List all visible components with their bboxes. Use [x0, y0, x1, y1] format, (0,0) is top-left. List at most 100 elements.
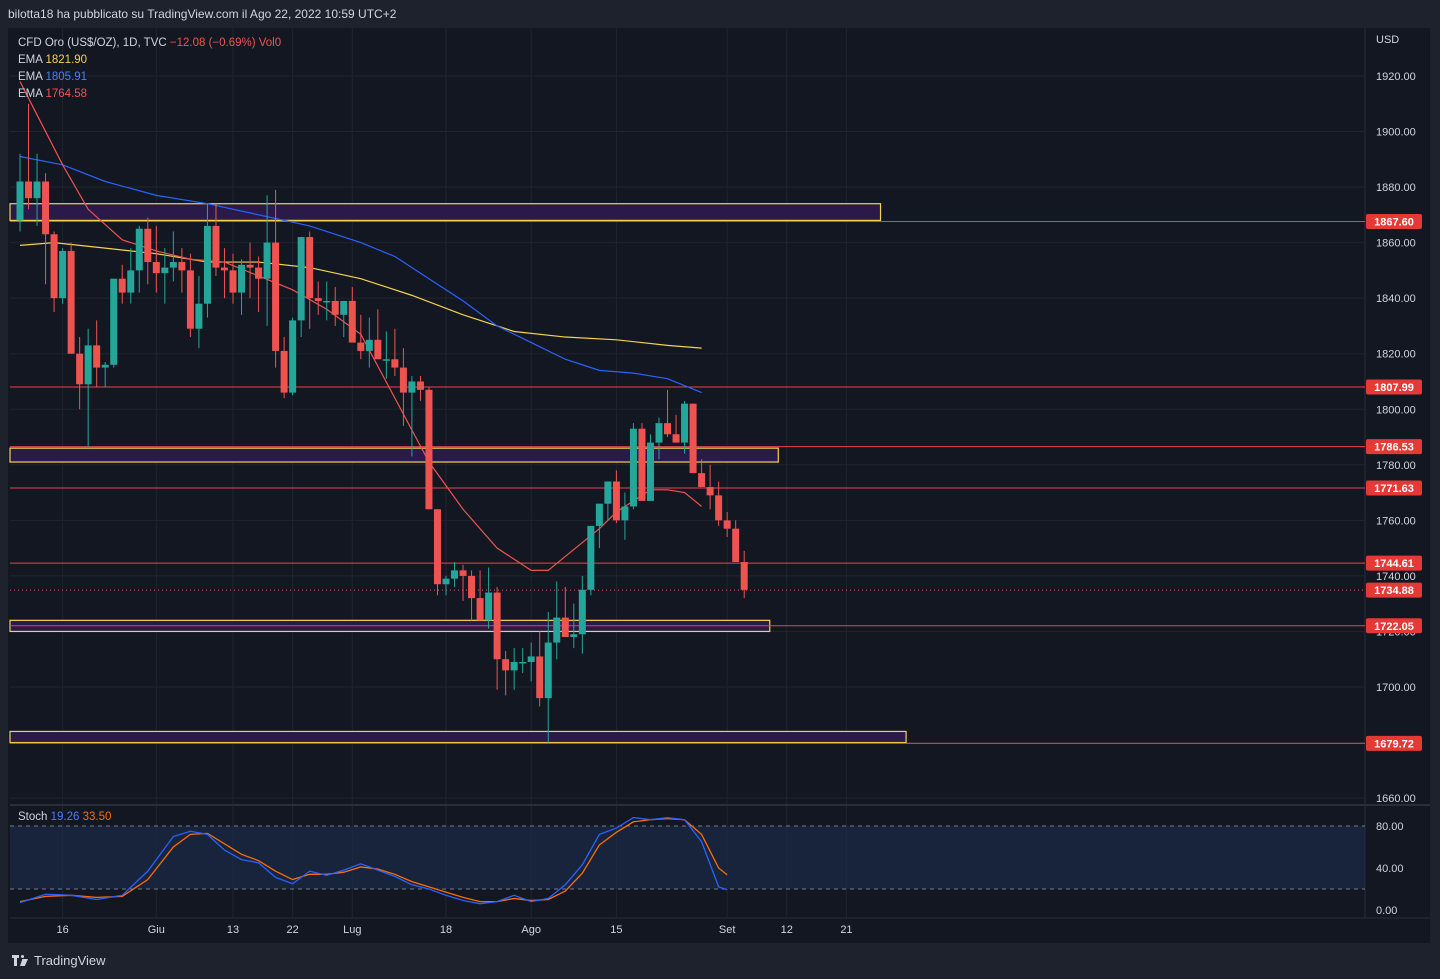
candle-body: [152, 262, 160, 274]
candle-body: [681, 403, 689, 443]
price-tick-label: 1780.00: [1376, 460, 1416, 472]
last-price-badge-label: 1734.88: [1374, 585, 1414, 597]
candle-body: [42, 181, 50, 235]
publish-text: bilotta18 ha pubblicato su TradingView.c…: [8, 7, 397, 21]
stoch-k-line: [19, 816, 728, 905]
price-level-badge-label: 1807.99: [1374, 382, 1414, 394]
ema-yellow-line: [19, 241, 702, 349]
stoch-tick-label: 80.00: [1376, 821, 1404, 833]
candle-body: [715, 495, 723, 521]
price-level-badge-label: 1744.61: [1374, 558, 1414, 570]
candle-body: [118, 278, 126, 293]
candle-body: [84, 345, 92, 385]
candle-body: [144, 228, 152, 263]
candle-body: [399, 367, 407, 393]
change-label: −12.08 (−0.69%): [169, 37, 256, 49]
publish-header: bilotta18 ha pubblicato su TradingView.c…: [0, 0, 1440, 28]
candle-body: [604, 481, 612, 504]
ema-blue-line: [19, 155, 702, 394]
candle-body: [485, 592, 493, 621]
price-level-badge: [1366, 480, 1422, 496]
chart-legend: CFD Oro (US$/OZ), 1D, TVC −12.08 (−0.69%…: [18, 35, 281, 103]
price-level-badge: [1366, 213, 1422, 229]
date-tick-label: Ago: [521, 924, 541, 936]
ema-value: 1805.91: [45, 71, 88, 83]
candle-body: [587, 525, 595, 590]
footer-bar: [0, 943, 1440, 979]
candle-body: [16, 181, 24, 221]
price-tick-label: 1820.00: [1376, 349, 1416, 361]
symbol-label: CFD Oro (US$/OZ), 1D, TVC: [18, 37, 167, 49]
candle-body: [263, 242, 271, 279]
candle-body: [416, 381, 424, 390]
candle-body: [238, 264, 246, 293]
candle-body: [220, 267, 228, 271]
date-tick-label: 21: [840, 924, 852, 936]
date-tick-label: Giu: [148, 924, 165, 936]
candle-body: [459, 570, 467, 576]
support-resistance-zone: [9, 447, 779, 463]
date-tick-label: 12: [781, 924, 793, 936]
candle-body: [689, 403, 697, 474]
price-tick-label: 1840.00: [1376, 293, 1416, 305]
candle-body: [408, 381, 416, 393]
candle-body: [195, 303, 203, 329]
candle-body: [740, 562, 748, 590]
date-tick-label: 18: [440, 924, 452, 936]
ema-value: 1821.90: [45, 54, 88, 66]
ema-label: EMA: [18, 71, 43, 83]
candle-body: [340, 300, 348, 315]
price-level-badge: [1366, 555, 1422, 571]
candle-body: [425, 389, 433, 510]
price-tick-label: 1660.00: [1376, 793, 1416, 805]
candle-body: [255, 267, 263, 279]
stoch-tick-label: 40.00: [1376, 863, 1404, 875]
price-tick-label: 1920.00: [1376, 71, 1416, 83]
candle-body: [442, 578, 450, 585]
price-tick-label: 1740.00: [1376, 571, 1416, 583]
candle-body: [561, 617, 569, 638]
candle-body: [570, 634, 578, 638]
candle-body: [706, 487, 714, 496]
candle-body: [246, 264, 254, 268]
candle-body: [578, 589, 586, 635]
date-tick-label: Set: [719, 924, 736, 936]
support-resistance-zone: [9, 730, 907, 744]
candle-body: [76, 353, 84, 385]
price-level-badge-label: 1786.53: [1374, 442, 1414, 454]
tradingview-logo[interactable]: TradingView: [12, 953, 106, 968]
last-price-badge: [1366, 582, 1422, 598]
candle-body: [723, 520, 731, 529]
price-level-badge: [1366, 439, 1422, 455]
candle-body: [629, 428, 637, 507]
price-tick-label: 1760.00: [1376, 515, 1416, 527]
symbol-row: CFD Oro (US$/OZ), 1D, TVC −12.08 (−0.69%…: [18, 35, 281, 52]
stoch-d-value: 33.50: [82, 811, 112, 823]
candle-body: [664, 423, 672, 435]
candle-body: [101, 364, 109, 368]
candle-body: [314, 298, 322, 301]
price-level-badge: [1366, 618, 1422, 634]
ema-label: EMA: [18, 88, 43, 100]
stoch-tick-label: 0.00: [1376, 905, 1397, 917]
candle-body: [698, 473, 706, 488]
candle-body: [93, 345, 101, 368]
candle-body: [476, 598, 484, 621]
candle-body: [67, 250, 75, 354]
candle-body: [655, 423, 663, 443]
candle-body: [280, 350, 288, 393]
candle-body: [169, 262, 177, 268]
candle-body: [127, 270, 135, 293]
candle-body: [612, 481, 620, 521]
ema-label: EMA: [18, 54, 43, 66]
price-tick-label: 1880.00: [1376, 182, 1416, 194]
candle-body: [33, 181, 41, 199]
ema-row-3: EMA 1764.58: [18, 86, 281, 103]
price-level-badge: [1366, 379, 1422, 395]
candle-body: [510, 662, 518, 671]
stoch-label: Stoch: [18, 811, 48, 823]
currency-label: USD: [1376, 34, 1400, 46]
candle-body: [59, 250, 67, 299]
date-tick-label: 16: [56, 924, 68, 936]
